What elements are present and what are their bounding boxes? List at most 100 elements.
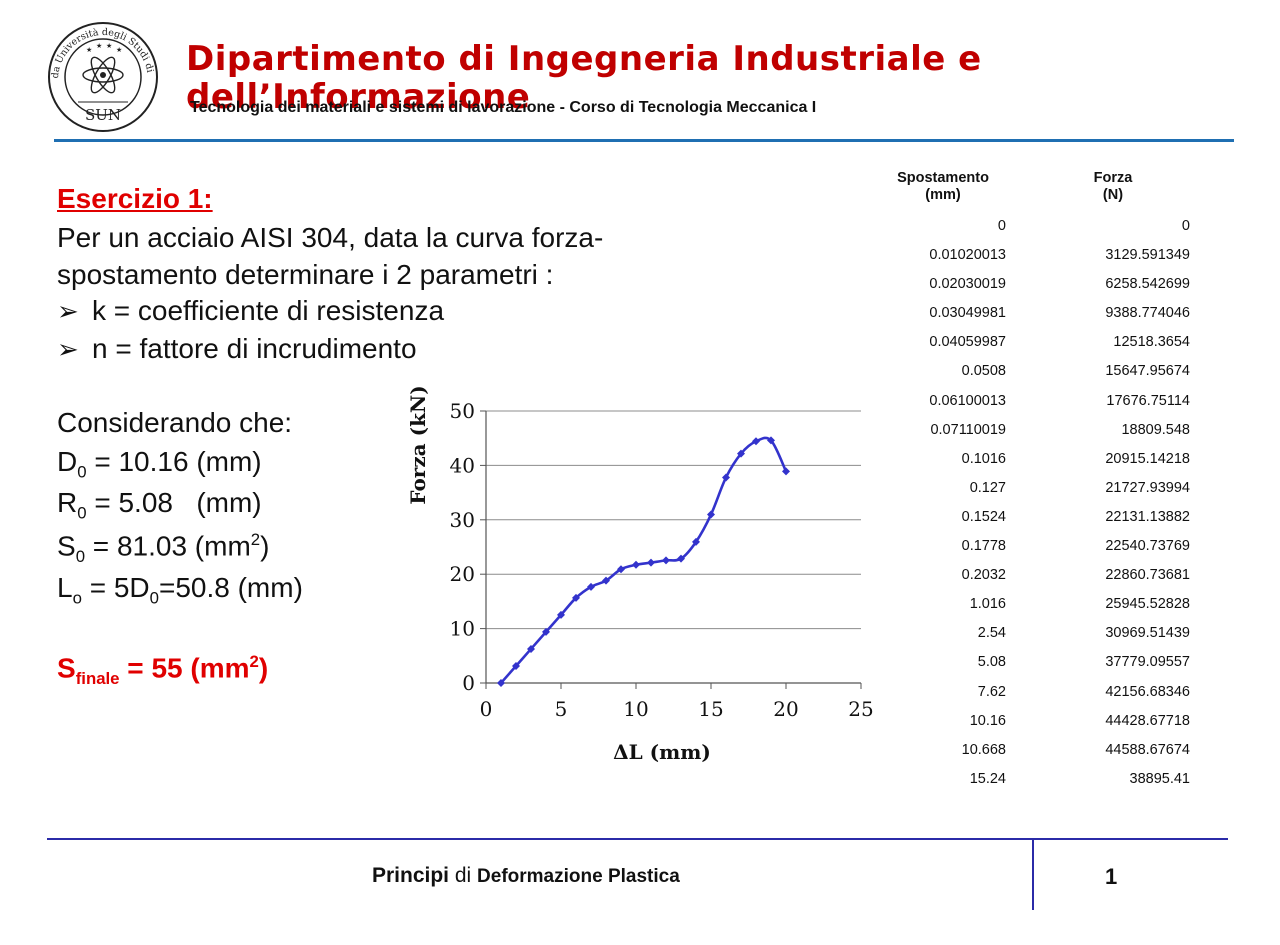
- chart-axes: 0 10 20 30 40 50 0 5 10 15 20 25: [450, 399, 874, 721]
- table-row: 1.016 25945.52828: [868, 590, 1208, 619]
- x-tick-label: 15: [698, 697, 723, 721]
- force-cell: 6258.542699: [1105, 276, 1190, 293]
- y-tick-label: 0: [462, 671, 475, 695]
- table-row: 0.127 21727.93994: [868, 474, 1208, 503]
- displacement-cell: 0.127: [969, 479, 1006, 496]
- data-point: [692, 537, 700, 546]
- x-tick-label: 0: [480, 697, 493, 721]
- data-point: [572, 593, 580, 602]
- force-cell: 25945.52828: [1105, 596, 1190, 613]
- displacement-cell: 0: [997, 218, 1006, 234]
- table-row: 0.1016 20915.14218: [868, 445, 1208, 474]
- force-cell: 15647.95674: [1105, 363, 1190, 380]
- data-point: [707, 510, 715, 519]
- svg-text:★: ★: [96, 42, 102, 50]
- table-row: 0.06100013 17676.75114: [868, 387, 1208, 416]
- displacement-cell: 7.62: [977, 683, 1006, 700]
- displacement-cell: 10.668: [961, 741, 1006, 758]
- arrow-bullet-icon: ➢: [57, 334, 79, 364]
- r0-value: R0 = 5.08 (mm): [57, 487, 262, 523]
- force-cell: 37779.09557: [1105, 654, 1190, 671]
- displacement-cell: 0.1524: [961, 508, 1006, 525]
- force-cell: 3129.591349: [1105, 247, 1190, 264]
- displacement-cell: 15.24: [969, 770, 1006, 787]
- displacement-cell: 10.16: [969, 712, 1006, 729]
- force-cell: 20915.14218: [1105, 450, 1190, 467]
- data-point: [752, 437, 760, 446]
- table-row: 0.2032 22860.73681: [868, 561, 1208, 590]
- table-row: 7.62 42156.68346: [868, 678, 1208, 707]
- exercise-title: Esercizio 1:: [57, 183, 213, 214]
- table-row: 15.24 38895.41: [868, 765, 1208, 794]
- table-row: 0.1524 22131.13882: [868, 503, 1208, 532]
- university-seal-logo: Seconda Università degli Studi di Napoli…: [46, 20, 158, 132]
- x-tick-label: 10: [623, 697, 648, 721]
- x-tick-label: 25: [848, 697, 873, 721]
- table-row: 0.1778 22540.73769: [868, 532, 1208, 561]
- displacement-cell: 0.2032: [961, 567, 1006, 584]
- data-point: [527, 644, 535, 653]
- y-tick-label: 50: [450, 399, 475, 423]
- data-point: [632, 560, 640, 569]
- svg-text:★: ★: [116, 46, 122, 54]
- data-point: [662, 556, 670, 565]
- force-cell: 44428.67718: [1105, 712, 1190, 729]
- table-row: 2.54 30969.51439: [868, 619, 1208, 648]
- displacement-cell: 0.06100013: [929, 392, 1006, 409]
- force-cell: 12518.3654: [1113, 334, 1190, 351]
- data-point: [587, 582, 595, 591]
- table-row: 0.02030019 6258.542699: [868, 270, 1208, 299]
- force-cell: 42156.68346: [1105, 683, 1190, 700]
- series-line: [500, 436, 788, 684]
- data-point: [512, 661, 520, 670]
- table-row: 0.07110019 18809.548: [868, 416, 1208, 445]
- bullet-k: ➢ k = coefficiente di resistenza: [57, 295, 444, 327]
- displacement-cell: 0.01020013: [929, 247, 1006, 264]
- s0-value: S0 = 81.03 (mm2): [57, 530, 270, 566]
- table-row: 5.08 37779.09557: [868, 648, 1208, 677]
- force-cell: 22540.73769: [1105, 538, 1190, 555]
- data-point: [602, 576, 610, 585]
- data-point: [737, 449, 745, 458]
- footer-divider: [47, 838, 1228, 840]
- data-point: [617, 565, 625, 574]
- bullet-n: ➢ n = fattore di incrudimento: [57, 333, 417, 365]
- displacement-cell: 0.07110019: [930, 421, 1006, 438]
- bullet-k-text: k = coefficiente di resistenza: [92, 295, 445, 326]
- force-cell: 9388.774046: [1105, 305, 1190, 322]
- header-force: Forza (N): [1093, 170, 1133, 203]
- table-row: 0.04059987 12518.3654: [868, 328, 1208, 357]
- x-tick-label: 20: [773, 697, 798, 721]
- displacement-cell: 5.08: [977, 654, 1006, 671]
- data-point: [557, 610, 565, 619]
- displacement-cell: 0.02030019: [929, 276, 1006, 293]
- s-finale-value: Sfinale = 55 (mm2): [57, 652, 269, 688]
- y-axis-label: Forza (kN): [406, 385, 430, 504]
- force-displacement-chart: 0 10 20 30 40 50 0 5 10 15 20 25 Forza (kN) ΔL (mm): [406, 385, 874, 764]
- force-cell: 30969.51439: [1105, 625, 1190, 642]
- force-cell: 18809.548: [1121, 421, 1190, 438]
- x-axis-label: ΔL (mm): [613, 740, 711, 764]
- data-point: [497, 679, 505, 687]
- footer-title: Principi di Deformazione Plastica: [372, 864, 680, 887]
- intro-line-1: Per un acciaio AISI 304, data la curva f…: [57, 222, 604, 253]
- table-row: 0.0508 15647.95674: [868, 357, 1208, 386]
- force-cell: 17676.75114: [1106, 392, 1190, 409]
- intro-line-2: spostamento determinare i 2 parametri :: [57, 259, 554, 290]
- chart-series: [497, 436, 790, 687]
- y-tick-label: 20: [450, 562, 475, 586]
- table-row: 10.668 44588.67674: [868, 736, 1208, 765]
- displacement-cell: 0.03049981: [929, 305, 1006, 322]
- data-point: [722, 473, 730, 482]
- data-point: [647, 558, 655, 567]
- footer-vertical-divider: [1032, 840, 1034, 910]
- force-cell: 22860.73681: [1105, 567, 1190, 584]
- data-point: [767, 436, 775, 445]
- y-tick-label: 40: [450, 453, 475, 477]
- course-subtitle: Tecnologia dei materiali e sistemi di la…: [190, 99, 817, 116]
- table-row: 10.16 44428.67718: [868, 707, 1208, 736]
- chart-gridlines: [486, 410, 861, 630]
- displacement-cell: 2.54: [977, 625, 1006, 642]
- data-point: [542, 627, 550, 636]
